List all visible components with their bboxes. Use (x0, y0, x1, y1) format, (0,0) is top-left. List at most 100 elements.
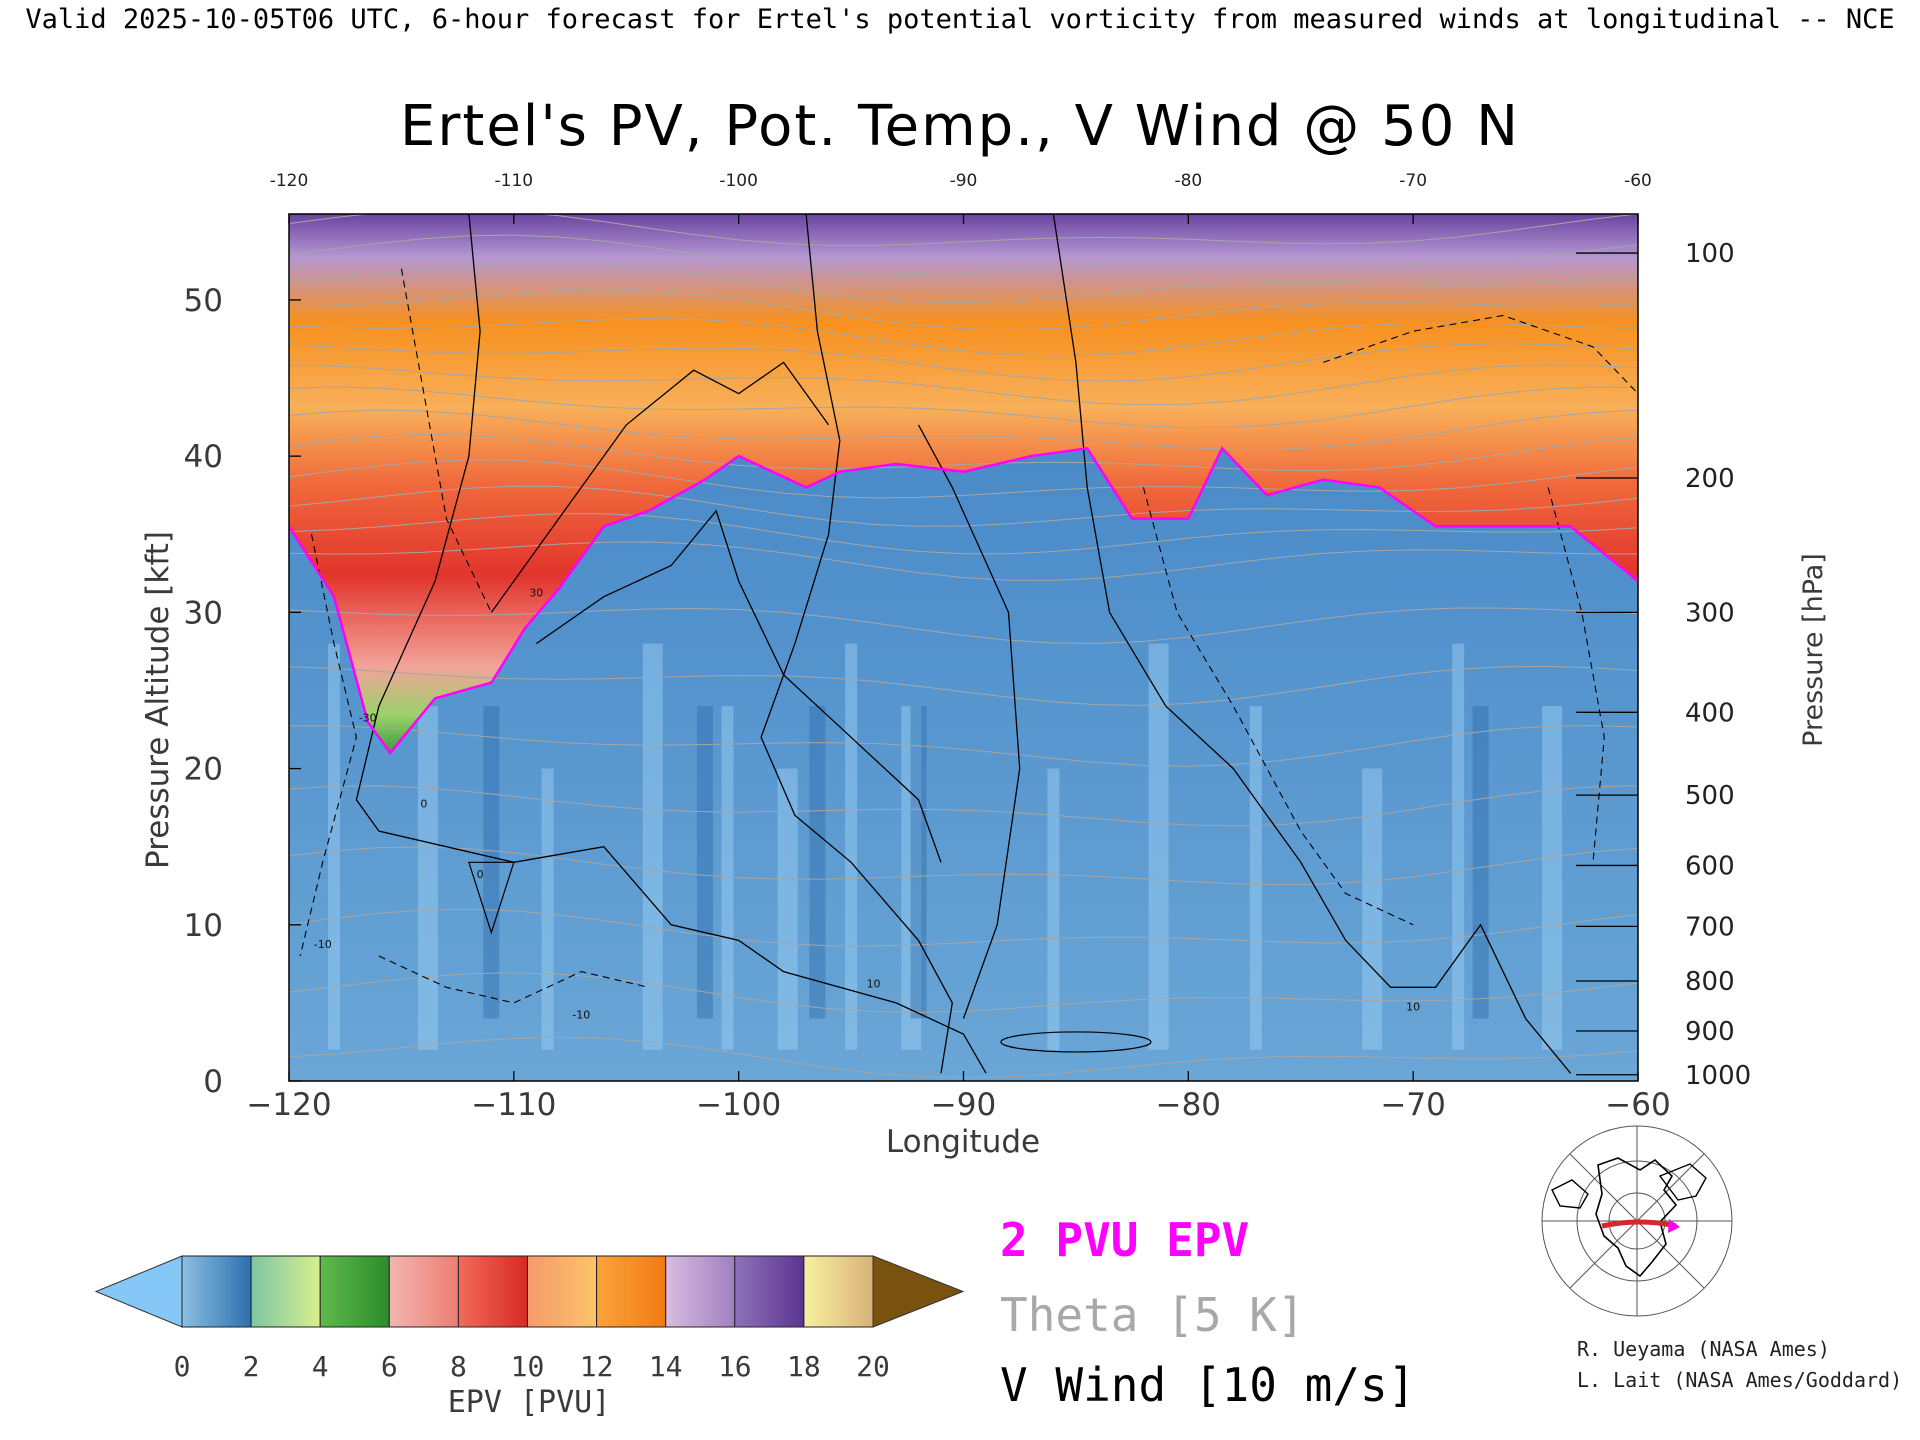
x-top-tick-label-c: -100 (719, 171, 758, 191)
legend-pv: 2 PVU EPV (1000, 1213, 1249, 1267)
contour-label-d: -10 (572, 1009, 590, 1022)
colorbar-tick-label-j: 18 (787, 1350, 821, 1383)
wind-contour-loop-b (468, 861, 515, 935)
wind-contour-dashed-e (1323, 314, 1638, 394)
wind-contour-e (535, 509, 942, 863)
wind-contour-dashed-f (1547, 487, 1605, 863)
contour-label-f: 10 (1406, 1001, 1420, 1014)
x-top-tick-label-a: -120 (270, 171, 309, 191)
theta-line (289, 908, 1638, 947)
theta-line (289, 289, 1638, 331)
colorbar-bin-b (250, 1255, 321, 1328)
legend-theta: Theta [5 K] (1000, 1288, 1305, 1342)
pv-dark-streak-e (1472, 706, 1489, 1019)
pv-dark-streak-b (696, 706, 713, 1019)
x-top-tick-label-b: -110 (495, 171, 534, 191)
colorbar-bin-c (319, 1255, 390, 1328)
theta-line (289, 433, 1638, 472)
theta-line (289, 513, 1638, 555)
y-tick-label-f: 50 (184, 283, 223, 319)
pressure-tick-label-d: 400 (1685, 698, 1735, 728)
theta-line (289, 214, 1638, 246)
theta-line (289, 972, 1638, 1013)
stratosphere-field (289, 214, 1638, 753)
pv-streak-j (1148, 643, 1169, 1050)
x-tick-label-f: −70 (1380, 1087, 1445, 1123)
theta-line (289, 409, 1638, 450)
theta-line (289, 785, 1638, 827)
colorbar (94, 1255, 965, 1328)
theta-line (289, 343, 1638, 382)
pv-streak-l (1362, 768, 1383, 1050)
pressure-tick-label-j: 1000 (1685, 1061, 1751, 1091)
chart-title: Ertel's PV, Pot. Temp., V Wind @ 50 N (400, 94, 1520, 159)
colorbar-tick-label-k: 20 (856, 1350, 890, 1383)
pv-streak-b (417, 706, 438, 1050)
wind-contour-dashed-b (400, 268, 492, 613)
pv-streak-n (1542, 706, 1563, 1050)
colorbar-tick-label-h: 14 (649, 1350, 683, 1383)
y-tick-label-c: 20 (184, 752, 223, 788)
pv-streak-h (901, 706, 922, 1050)
legend: 2 PVU EPV Theta [5 K] V Wind [10 m/s] (1000, 1213, 1415, 1412)
colorbar-bin-g (596, 1255, 667, 1328)
x-tick-label-e: −80 (1156, 1087, 1221, 1123)
pressure-tick-label-h: 800 (1685, 967, 1735, 997)
credit-line-2: L. Lait (NASA Ames/Goddard) (1577, 1368, 1902, 1392)
pv-dark-streak-c (809, 706, 826, 1019)
pressure-tick-label-c: 300 (1685, 598, 1735, 628)
y-axis-pressure: 100 200 300 400 500 600 700 800 900 1000 (1576, 239, 1751, 1091)
theta-line (289, 846, 1638, 886)
x-top-tick-label-d: -90 (950, 171, 978, 191)
colorbar-bin-a (181, 1255, 252, 1328)
x-tick-label-d: −90 (931, 1087, 996, 1123)
colorbar-bin-e (457, 1255, 528, 1328)
x-tick-label-g: −60 (1605, 1087, 1670, 1123)
contour-labels: 0 0 -10 -10 10 10 -30 30 (314, 587, 1420, 1022)
x-tick-label-b: −110 (471, 1087, 556, 1123)
pressure-tick-label-e: 500 (1685, 781, 1735, 811)
contour-label-a: 0 (420, 798, 427, 811)
colorbar-bin-f (527, 1255, 598, 1328)
plot-area: 0 0 -10 -10 10 10 -30 30 (289, 214, 1638, 1081)
credit-line-1: R. Ueyama (NASA Ames) (1577, 1337, 1830, 1361)
two-pvu-line (289, 446, 1638, 755)
y-axis-label: Pressure Altitude [kft] (140, 531, 176, 869)
colorbar-tick-label-e: 8 (450, 1350, 467, 1383)
x-top-tick-label-f: -70 (1399, 171, 1427, 191)
pressure-tick-label-b: 200 (1685, 464, 1735, 494)
pv-streak-f (777, 768, 798, 1050)
colorbar-ticks: 0 2 4 6 8 10 12 14 16 18 20 (174, 1350, 890, 1383)
light-streaks (327, 643, 1563, 1050)
x-top-tick-label-e: -80 (1174, 171, 1202, 191)
pv-streak-d (642, 643, 663, 1050)
contour-label-h: 30 (529, 587, 543, 600)
colorbar-tick-label-i: 16 (718, 1350, 752, 1383)
y-tick-label-b: 10 (184, 908, 223, 944)
contour-label-g: -30 (359, 712, 377, 725)
colorbar-under-arrow (94, 1255, 183, 1328)
theta-line (289, 459, 1638, 499)
colorbar-over-arrow (872, 1255, 965, 1328)
x-axis-top: -120 -110 -100 -90 -80 -70 -60 (270, 171, 1652, 224)
y-axis-altitude: 0 10 20 30 40 50 (184, 283, 301, 1100)
colorbar-bin-i (734, 1255, 805, 1328)
top-caption: Valid 2025-10-05T06 UTC, 6-hour forecast… (25, 4, 1894, 35)
x-tick-label-c: −100 (696, 1087, 781, 1123)
y2-axis-label: Pressure [hPa] (1798, 553, 1829, 747)
wind-contour-c (760, 214, 953, 1074)
pressure-tick-label-g: 700 (1685, 912, 1735, 942)
colorbar-tick-label-a: 0 (174, 1350, 191, 1383)
theta-line (289, 318, 1638, 357)
colorbar-tick-label-f: 10 (511, 1350, 545, 1383)
colorbar-bin-d (388, 1255, 459, 1328)
pv-streak-g (845, 643, 858, 1050)
theta-line (289, 386, 1638, 429)
theta-line (289, 364, 1638, 406)
y-tick-label-e: 40 (184, 439, 223, 475)
colorbar-tick-label-b: 2 (243, 1350, 260, 1383)
contour-label-b: 0 (477, 868, 484, 881)
x-axis-label: Longitude (886, 1124, 1040, 1160)
wind-contour-d (490, 361, 830, 613)
